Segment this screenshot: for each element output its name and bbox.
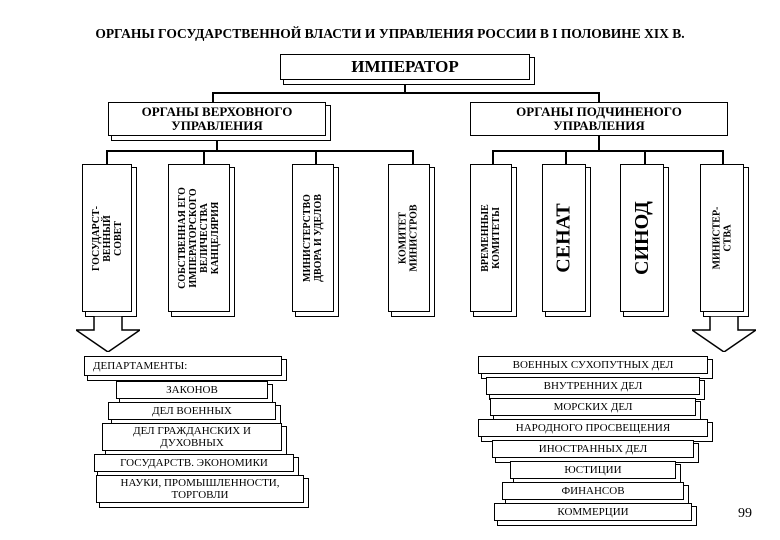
right-item-0: ВОЕННЫХ СУХОПУТНЫХ ДЕЛ bbox=[478, 356, 708, 374]
arrow-left bbox=[76, 316, 140, 352]
node-ministerstva: МИНИСТЕР-СТВА bbox=[700, 164, 744, 312]
left-item-3: ГОСУДАРСТВ. ЭКОНОМИКИ bbox=[94, 454, 294, 472]
right-item-1: ВНУТРЕННИХ ДЕЛ bbox=[486, 377, 700, 395]
node-mindvor: МИНИСТЕРСТВОДВОРА И УДЕЛОВ bbox=[292, 164, 334, 312]
node-vremennye: ВРЕМЕННЫЕКОМИТЕТЫ bbox=[470, 164, 512, 312]
node-sinod: СИНОД bbox=[620, 164, 664, 312]
left-list-header: ДЕПАРТАМЕНТЫ: bbox=[84, 356, 282, 376]
node-supreme: ОРГАНЫ ВЕРХОВНОГО УПРАВЛЕНИЯ bbox=[108, 102, 326, 136]
left-item-2: ДЕЛ ГРАЖДАНСКИХ И ДУХОВНЫХ bbox=[102, 423, 282, 451]
right-item-5: ЮСТИЦИИ bbox=[510, 461, 676, 479]
arrow-right bbox=[692, 316, 756, 352]
right-item-7: КОММЕРЦИИ bbox=[494, 503, 692, 521]
right-item-3: НАРОДНОГО ПРОСВЕЩЕНИЯ bbox=[478, 419, 708, 437]
right-item-2: МОРСКИХ ДЕЛ bbox=[490, 398, 696, 416]
node-gossovet: ГОСУДАРСТ-ВЕННЫЙСОВЕТ bbox=[82, 164, 132, 312]
node-senat: СЕНАТ bbox=[542, 164, 586, 312]
diagram-title: ОРГАНЫ ГОСУДАРСТВЕННОЙ ВЛАСТИ И УПРАВЛЕН… bbox=[0, 26, 780, 42]
node-subordinate: ОРГАНЫ ПОДЧИНЕНОГО УПРАВЛЕНИЯ bbox=[470, 102, 728, 136]
node-kancelyariya: СОБСТВЕННАЯ ЕГОИМПЕРАТОРСКОГОВЕЛИЧЕСТВАК… bbox=[168, 164, 230, 312]
left-item-1: ДЕЛ ВОЕННЫХ bbox=[108, 402, 276, 420]
page-number: 99 bbox=[738, 506, 752, 522]
node-komitet: КОМИТЕТМИНИСТРОВ bbox=[388, 164, 430, 312]
left-item-4: НАУКИ, ПРОМЫШЛЕННОСТИ, ТОРГОВЛИ bbox=[96, 475, 304, 503]
right-item-6: ФИНАНСОВ bbox=[502, 482, 684, 500]
right-item-4: ИНОСТРАННЫХ ДЕЛ bbox=[492, 440, 694, 458]
node-emperor: ИМПЕРАТОР bbox=[280, 54, 530, 80]
left-item-0: ЗАКОНОВ bbox=[116, 381, 268, 399]
